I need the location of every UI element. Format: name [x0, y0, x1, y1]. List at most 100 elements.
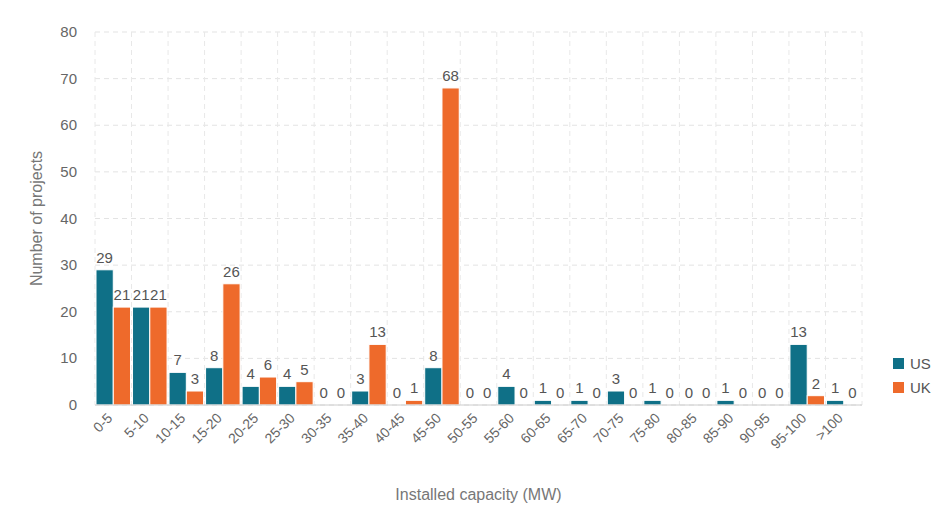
grid-line — [95, 78, 862, 79]
grid-line-vertical — [715, 32, 716, 405]
x-tick-label: 20-25 — [225, 410, 262, 447]
bar — [442, 88, 459, 405]
data-label: 13 — [790, 323, 807, 340]
bar — [259, 377, 276, 405]
x-tick-label: 25-30 — [261, 410, 298, 447]
x-tick-label: 30-35 — [298, 410, 335, 447]
grid — [95, 32, 862, 405]
grid-line-vertical — [862, 32, 863, 405]
x-tick-label: >100 — [812, 410, 846, 444]
grid-line-vertical — [679, 32, 680, 405]
data-label: 13 — [369, 323, 386, 340]
data-label: 0 — [466, 384, 474, 401]
grid-line-vertical — [460, 32, 461, 405]
grid-line — [95, 125, 862, 126]
bar — [150, 307, 167, 405]
x-tick-label: 15-20 — [188, 410, 225, 447]
data-label: 1 — [831, 379, 839, 396]
x-tick-label: 40-45 — [371, 410, 408, 447]
bar — [498, 386, 515, 405]
data-label: 0 — [519, 384, 527, 401]
data-label: 21 — [150, 286, 167, 303]
bar — [296, 382, 313, 405]
bar — [206, 368, 223, 405]
data-label: 29 — [96, 249, 113, 266]
data-label: 1 — [410, 379, 418, 396]
x-tick-label: 50-55 — [444, 410, 481, 447]
bar — [352, 391, 369, 405]
grid-line — [95, 32, 862, 33]
bars — [96, 88, 844, 405]
data-label: 0 — [393, 384, 401, 401]
grid-line-vertical — [423, 32, 424, 405]
grid-line-vertical — [277, 32, 278, 405]
x-tick-label: 35-40 — [334, 410, 371, 447]
y-tick-label: 20 — [60, 303, 77, 320]
data-label: 8 — [210, 347, 218, 364]
data-label: 5 — [300, 361, 308, 378]
data-label: 0 — [739, 384, 747, 401]
bar — [534, 400, 551, 405]
data-label: 0 — [337, 384, 345, 401]
data-label: 0 — [702, 384, 710, 401]
data-label: 1 — [539, 379, 547, 396]
data-label: 4 — [502, 365, 510, 382]
data-label: 68 — [442, 67, 459, 84]
data-label: 6 — [264, 356, 272, 373]
x-tick-label: 60-65 — [517, 410, 554, 447]
x-tick-label: 85-90 — [700, 410, 737, 447]
data-label: 21 — [114, 286, 131, 303]
data-label: 3 — [356, 370, 364, 387]
grid-line-vertical — [569, 32, 570, 405]
bar — [807, 396, 824, 405]
x-axis-title: Installed capacity (MW) — [395, 486, 561, 503]
data-label: 1 — [648, 379, 656, 396]
bar — [369, 344, 386, 405]
y-tick-label: 60 — [60, 116, 77, 133]
grid-line-vertical — [387, 32, 388, 405]
data-label: 0 — [685, 384, 693, 401]
data-label: 0 — [320, 384, 328, 401]
x-tick-label: 70-75 — [590, 410, 627, 447]
data-label: 4 — [283, 365, 291, 382]
grid-line-vertical — [95, 32, 96, 405]
x-tick-label: 55-60 — [481, 410, 518, 447]
data-label: 7 — [174, 351, 182, 368]
grid-line-vertical — [533, 32, 534, 405]
bar — [279, 386, 296, 405]
bar — [571, 400, 588, 405]
grid-line — [95, 265, 862, 266]
data-label: 1 — [721, 379, 729, 396]
grid-line — [95, 171, 862, 172]
y-tick-label: 80 — [60, 23, 77, 40]
data-label: 8 — [429, 347, 437, 364]
grid-line-vertical — [606, 32, 607, 405]
bar — [826, 400, 843, 405]
x-tick-label: 80-85 — [663, 410, 700, 447]
y-tick-label: 30 — [60, 256, 77, 273]
legend-label: UK — [910, 379, 931, 396]
grid-line-vertical — [241, 32, 242, 405]
x-tick-label: 75-80 — [627, 410, 664, 447]
data-label: 0 — [848, 384, 856, 401]
grid-line — [95, 405, 862, 406]
bar — [717, 400, 734, 405]
data-label: 21 — [133, 286, 150, 303]
grid-line-vertical — [350, 32, 351, 405]
legend: US UK — [893, 355, 931, 396]
data-label: 4 — [247, 365, 255, 382]
grid-line — [95, 218, 862, 219]
chart-container: 0102030405060708029217844030804113101013… — [0, 0, 948, 516]
x-axis-line — [95, 405, 862, 406]
bar — [790, 344, 807, 405]
x-tick-label: 0-5 — [90, 410, 116, 436]
data-labels: 2921784403080411310101312121326650131680… — [96, 67, 856, 401]
data-label: 0 — [758, 384, 766, 401]
data-label: 0 — [593, 384, 601, 401]
bar — [223, 284, 240, 405]
bar — [133, 307, 150, 405]
x-tick-label: 65-70 — [554, 410, 591, 447]
grid-line-vertical — [168, 32, 169, 405]
legend-label: US — [910, 355, 931, 372]
grid-line-vertical — [204, 32, 205, 405]
